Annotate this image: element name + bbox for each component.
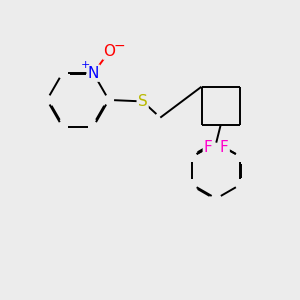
Text: −: − [113,39,125,53]
Text: N: N [88,66,99,81]
Text: S: S [138,94,148,109]
Text: +: + [80,60,90,70]
Text: F: F [220,140,229,155]
Text: O: O [103,44,116,59]
Text: F: F [204,140,213,155]
